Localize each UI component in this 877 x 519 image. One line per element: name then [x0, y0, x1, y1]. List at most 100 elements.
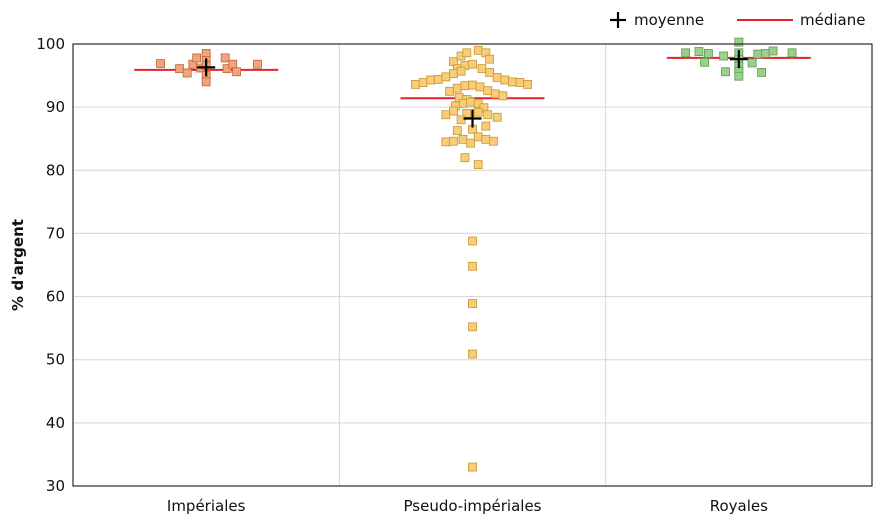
y-tick-label: 30 [46, 477, 65, 495]
data-point [481, 134, 491, 144]
x-category-label: Pseudo-impériales [404, 497, 542, 515]
data-point [473, 107, 483, 117]
data-point [449, 136, 458, 146]
data-point [681, 48, 691, 58]
y-tick-label: 80 [46, 161, 65, 179]
mean-marker [197, 58, 216, 77]
legend-mean-label: moyenne [634, 11, 704, 29]
data-point [156, 59, 165, 68]
data-point [477, 64, 487, 74]
data-point [468, 80, 477, 90]
data-point [753, 49, 763, 59]
data-point [441, 110, 451, 120]
data-point [492, 73, 502, 82]
data-point [498, 91, 508, 101]
data-point [719, 51, 729, 61]
data-point [456, 66, 466, 76]
data-point [418, 78, 428, 87]
data-point [768, 46, 778, 56]
data-point [490, 89, 500, 99]
data-point [458, 98, 468, 108]
y-tick-label: 60 [46, 288, 65, 306]
data-point [483, 110, 493, 120]
y-tick-label: 50 [46, 351, 65, 369]
data-point [460, 153, 470, 163]
data-point [182, 68, 192, 78]
x-category-label: Impériales [167, 497, 246, 515]
data-point [473, 45, 483, 55]
data-point [220, 53, 230, 63]
data-point [458, 134, 468, 144]
data-point [228, 59, 238, 69]
data-point [468, 299, 477, 308]
data-point [734, 37, 744, 47]
legend: moyenne médiane [610, 11, 865, 29]
data-point [460, 81, 470, 91]
data-point [232, 67, 241, 77]
y-tick-label: 70 [46, 224, 65, 242]
data-point [456, 115, 466, 125]
data-point [757, 68, 767, 77]
y-tick-label: 100 [36, 35, 65, 53]
data-point [761, 49, 770, 58]
data-point [441, 72, 451, 82]
data-point [222, 64, 232, 74]
mean-markers [197, 50, 748, 128]
data-point [488, 136, 498, 146]
data-point [507, 77, 517, 87]
x-category-labels: Impériales Pseudo-impériales Royales [167, 497, 768, 515]
data-point [468, 59, 477, 69]
mean-marker [729, 50, 748, 69]
data-point [192, 53, 202, 63]
data-point [253, 59, 262, 69]
data-point [449, 69, 458, 79]
data-point [700, 57, 710, 67]
data-point [452, 83, 462, 93]
data-point [468, 322, 477, 332]
data-point [734, 71, 744, 81]
data-point [747, 58, 757, 68]
data-point [473, 132, 483, 142]
y-tick-label: 40 [46, 414, 65, 432]
data-point [468, 349, 477, 359]
data-point [473, 160, 483, 170]
data-point [175, 64, 184, 74]
data-point [201, 77, 211, 87]
data-point [473, 98, 483, 108]
mean-marker [463, 109, 482, 128]
grid-lines [73, 44, 872, 486]
data-point [485, 54, 495, 64]
data-points [156, 37, 797, 472]
y-tick-label: 90 [46, 98, 65, 116]
data-point [466, 138, 476, 148]
legend-mean-icon [610, 12, 626, 28]
data-point [468, 462, 477, 472]
data-point [452, 126, 462, 135]
data-point [515, 78, 525, 87]
data-point [468, 236, 477, 246]
data-point [704, 49, 713, 58]
data-point [445, 86, 455, 96]
y-axis-label: % d'argent [9, 219, 27, 311]
data-point [449, 106, 458, 116]
plot-frame [72, 43, 873, 487]
data-point [462, 48, 472, 58]
data-point [787, 48, 797, 58]
data-point [481, 121, 491, 131]
data-point [523, 80, 532, 89]
data-point [468, 261, 477, 271]
data-point [433, 74, 443, 84]
data-point [466, 97, 476, 107]
data-point [483, 86, 493, 96]
data-point [411, 80, 420, 89]
data-point [694, 47, 704, 56]
data-point [485, 68, 495, 77]
y-tick-labels: 30 40 50 60 70 80 90 100 [36, 35, 65, 495]
data-point [492, 112, 502, 122]
data-point [721, 67, 730, 77]
data-point [441, 137, 451, 147]
data-point [426, 75, 436, 85]
data-point [475, 82, 485, 92]
data-point [500, 75, 510, 85]
